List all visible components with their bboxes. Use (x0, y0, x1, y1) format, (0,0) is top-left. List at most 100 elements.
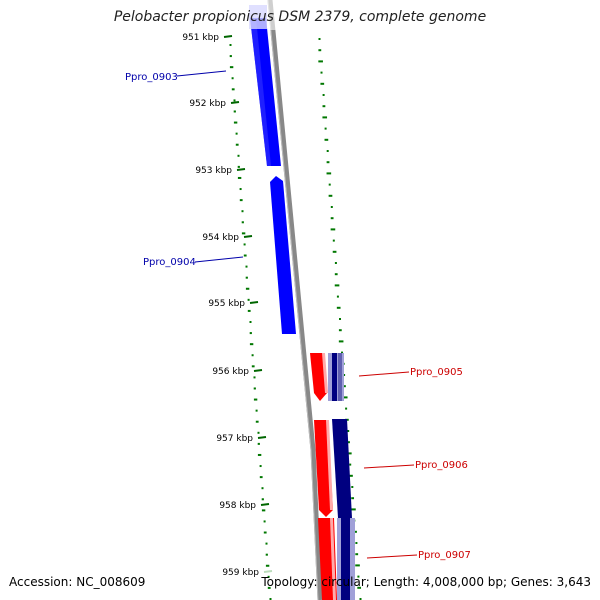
gc-dot (343, 385, 346, 388)
gc-dot (229, 66, 234, 69)
tick-label: 953 kbp (195, 166, 232, 176)
gc-dot (326, 150, 329, 152)
gene-ppro-0907[interactable] (318, 518, 355, 600)
gc-dot (318, 60, 323, 63)
gc-dot (231, 88, 235, 91)
gc-content-track-left (229, 44, 272, 600)
tick-mark (253, 369, 263, 372)
gc-dot (259, 476, 263, 479)
gene-label-ppro-0905[interactable]: Ppro_0905 (410, 367, 463, 378)
gene-ppro-0906[interactable] (314, 419, 352, 518)
tick-mark (223, 35, 233, 38)
gc-dot (347, 441, 350, 444)
gc-dot (336, 295, 339, 298)
gc-dot (347, 430, 350, 432)
tick-label: 955 kbp (208, 299, 245, 309)
gc-dot (320, 82, 325, 85)
gc-dot (324, 138, 329, 141)
gc-dot (328, 183, 331, 186)
tick-label: 954 kbp (202, 233, 239, 243)
gc-dot (328, 194, 333, 197)
gc-dot (322, 116, 328, 119)
gene-label-ppro-0906[interactable]: Ppro_0906 (415, 460, 468, 471)
gc-dot (239, 188, 242, 191)
gc-dot (263, 531, 267, 534)
gene-label-ppro-0904[interactable]: Ppro_0904 (143, 257, 196, 268)
tick-mark (249, 301, 259, 304)
gc-dot (338, 340, 344, 343)
gc-dot (255, 409, 258, 412)
gc-dot (247, 298, 250, 301)
tick-mark (230, 101, 240, 104)
gc-dot (330, 206, 333, 208)
gene-label-line-ppro-0904 (194, 256, 244, 263)
gc-dot (332, 239, 335, 242)
gc-dot (237, 165, 240, 168)
gc-dot (233, 110, 236, 113)
gc-dot (249, 343, 254, 346)
gc-dot (343, 374, 346, 376)
gc-dot (351, 486, 354, 488)
gc-dot (357, 575, 360, 578)
gc-dot (334, 284, 340, 287)
tick-mark (243, 235, 253, 238)
tick-label: 951 kbp (182, 33, 219, 43)
gc-dot (245, 276, 248, 279)
accession-text: Accession: NC_008609 (9, 575, 146, 589)
gc-dot (353, 530, 357, 533)
gc-dot (237, 154, 240, 157)
gc-content-track-right (318, 38, 362, 600)
gene-label-line-ppro-0907 (366, 554, 418, 559)
gc-dot (355, 564, 360, 567)
gc-dot (239, 199, 243, 202)
genome-summary-text: Topology: circular; Length: 4,008,000 bp… (261, 575, 591, 589)
gc-dot (357, 586, 362, 589)
gc-dot (259, 465, 262, 468)
gc-dot (251, 365, 255, 368)
map-title: Pelobacter propionicus DSM 2379, complet… (113, 9, 487, 25)
gc-dot (263, 520, 266, 523)
tick-mark (257, 436, 267, 439)
gene-ppro-0905[interactable] (310, 353, 344, 401)
gc-dot (339, 318, 341, 320)
gc-dot (318, 49, 322, 52)
gc-dot (322, 94, 325, 96)
gc-dot (253, 387, 256, 390)
gc-dot (330, 217, 334, 220)
coordinate-ticks: 951 kbp 952 kbp 953 kbp 954 kbp 955 kbp 956 k… (182, 33, 273, 578)
gc-dot (249, 321, 252, 323)
gene-label-ppro-0907[interactable]: Ppro_0907 (418, 550, 471, 561)
tick-label: 957 kbp (216, 434, 253, 444)
gene-label-ppro-0903[interactable]: Ppro_0903 (125, 72, 178, 83)
gc-dot (255, 420, 259, 423)
gc-dot (243, 243, 246, 246)
gc-dot (253, 398, 258, 401)
gc-dot (326, 161, 330, 164)
gc-dot (324, 127, 327, 130)
gc-dot (267, 586, 271, 589)
gc-dot (241, 210, 244, 213)
gc-dot (233, 121, 238, 124)
gc-dot (345, 407, 348, 410)
tick-mark (263, 570, 273, 573)
tick-mark (260, 503, 270, 506)
gc-dot (245, 287, 250, 290)
gc-dot (235, 143, 239, 146)
gene-label-line-ppro-0903 (176, 70, 227, 77)
gc-dot (261, 487, 264, 490)
gene-label-line-ppro-0906 (363, 464, 415, 469)
gc-dot (257, 442, 260, 445)
gc-dot (251, 354, 254, 357)
gc-dot (318, 38, 321, 40)
genome-backbone (267, 0, 323, 600)
gene-ppro-0904[interactable] (270, 176, 296, 334)
gc-dot (249, 332, 252, 335)
gc-dot (247, 309, 251, 312)
gc-dot (338, 329, 342, 332)
gc-dot (349, 474, 353, 477)
gene-ppro-0903[interactable] (249, 5, 281, 166)
tick-label: 952 kbp (189, 99, 226, 109)
gc-dot (334, 273, 338, 276)
gc-dot (359, 598, 362, 600)
